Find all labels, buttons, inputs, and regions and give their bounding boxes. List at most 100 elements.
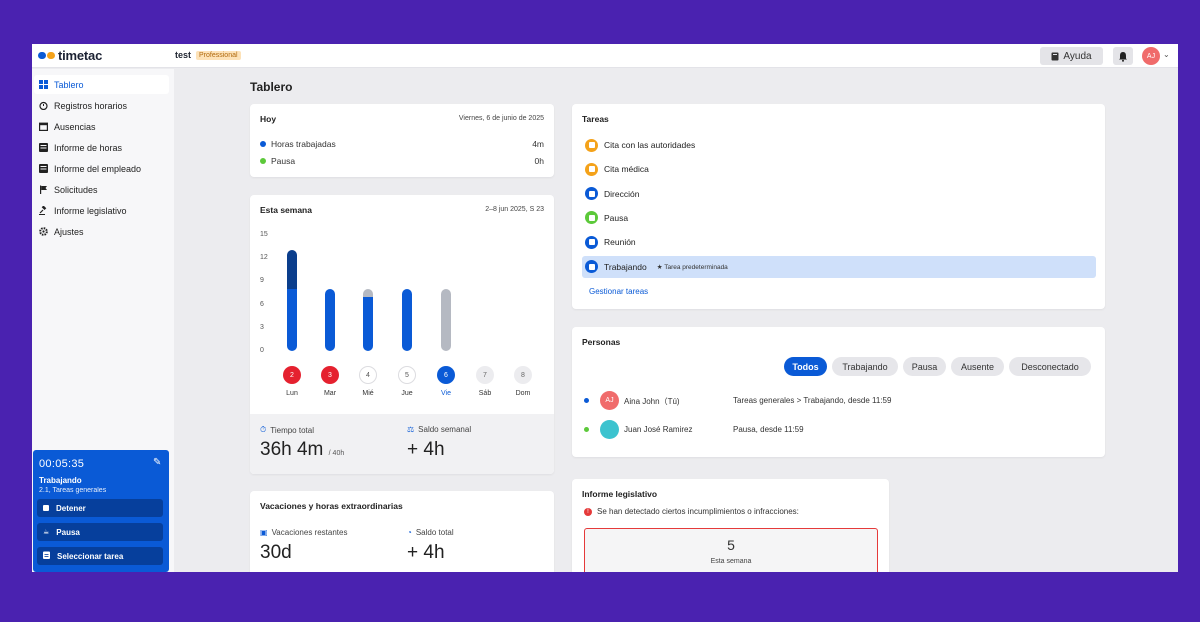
- hours-worked-value: 4m: [532, 139, 544, 149]
- vacations-remaining-label: Vacaciones restantes: [271, 528, 348, 537]
- sidebar-item-solicitudes[interactable]: Solicitudes: [34, 180, 169, 199]
- filter-todos[interactable]: Todos: [784, 357, 827, 376]
- person-name[interactable]: Aina John（Tú): [624, 397, 680, 406]
- persons-card: Personas Todos Trabajando Pausa Ausente …: [572, 327, 1105, 457]
- filter-pausa[interactable]: Pausa: [903, 357, 946, 376]
- help-button[interactable]: Ayuda: [1040, 47, 1103, 65]
- task-item[interactable]: Reunión: [582, 231, 1096, 253]
- sidebar-item-ausencias[interactable]: Ausencias: [34, 117, 169, 136]
- pause-value: 0h: [534, 156, 544, 166]
- person-status: Tareas generales > Trabajando, desde 11:…: [733, 396, 892, 405]
- day-number[interactable]: 6: [437, 366, 455, 384]
- flag-icon: [39, 185, 48, 194]
- status-dot: [584, 427, 589, 432]
- coffee-icon: ☕: [43, 529, 50, 536]
- org-switcher[interactable]: test Professional: [175, 50, 241, 60]
- day-number[interactable]: 7: [476, 366, 494, 384]
- vacations-title: Vacaciones y horas extraordinarias: [260, 501, 403, 511]
- chart-bar[interactable]: [363, 296, 373, 351]
- task-icon: [585, 162, 598, 176]
- infractions-count: 5: [727, 537, 735, 553]
- hours-worked-label: Horas trabajadas: [271, 139, 336, 149]
- week-card: Esta semana 2–8 jun 2025, S 23 15 12 9 6 3 0 …: [250, 195, 554, 474]
- avatar[interactable]: AJ: [600, 391, 619, 410]
- person-name[interactable]: Juan José Ramirez: [624, 425, 693, 434]
- hours-worked-row: Horas trabajadas: [260, 139, 336, 149]
- today-date: Viernes, 6 de junio de 2025: [458, 115, 544, 122]
- hours-worked-dot: [260, 141, 266, 147]
- logo-icon: [38, 52, 55, 59]
- chart-bar[interactable]: [287, 289, 297, 351]
- total-balance-value: + 4h: [407, 542, 445, 563]
- notifications-button[interactable]: [1113, 47, 1133, 65]
- vacations-remaining-row: ▣ Vacaciones restantes: [260, 528, 347, 537]
- infractions-box[interactable]: 5 Esta semana: [584, 528, 878, 572]
- stop-label: Detener: [56, 503, 86, 513]
- sidebar-item-ajustes[interactable]: Ajustes: [34, 222, 169, 241]
- pause-row: Pausa: [260, 156, 295, 166]
- day-number[interactable]: 4: [359, 366, 377, 384]
- week-title: Esta semana: [260, 205, 312, 215]
- calendar-icon: ▣: [260, 528, 268, 537]
- sidebar-item-registros-horarios[interactable]: Registros horarios: [34, 96, 169, 115]
- user-avatar[interactable]: AJ: [1142, 47, 1160, 65]
- pause-label: Pausa: [56, 527, 80, 537]
- sidebar-item-tablero[interactable]: Tablero: [34, 75, 169, 94]
- chart-bar[interactable]: [363, 289, 373, 297]
- manage-tasks-link[interactable]: Gestionar tareas: [589, 287, 649, 296]
- default-task-note: ★ Tarea predeterminada: [656, 263, 728, 271]
- select-task-button[interactable]: Seleccionar tarea: [37, 547, 163, 565]
- day-number[interactable]: 8: [514, 366, 532, 384]
- chart-bar[interactable]: [325, 289, 335, 351]
- task-item[interactable]: Pausa: [582, 207, 1096, 229]
- weekly-balance-label: Saldo semanal: [418, 425, 472, 434]
- alert-icon: !: [584, 507, 592, 516]
- avatar[interactable]: [600, 420, 619, 439]
- task-label: Pausa: [604, 212, 629, 223]
- sidebar-item-informe-de-horas[interactable]: Informe de horas: [34, 138, 169, 157]
- help-label: Ayuda: [1063, 50, 1092, 62]
- task-label: Cita médica: [604, 164, 649, 175]
- sidebar-item-label: Ajustes: [54, 226, 84, 237]
- day-label: Vie: [441, 390, 451, 397]
- task-label: Cita con las autoridades: [604, 140, 696, 150]
- y-tick-label: 12: [260, 254, 268, 262]
- chart-bar[interactable]: [441, 289, 451, 351]
- status-dot: [584, 398, 589, 403]
- timer-task: 2.1, Tareas generales: [39, 487, 107, 494]
- day-label: Mar: [323, 390, 337, 397]
- clock-plus-icon: ◔: [407, 528, 412, 537]
- sidebar-item-label: Informe de horas: [54, 142, 123, 153]
- filter-ausente[interactable]: Ausente: [951, 357, 1004, 376]
- pause-button[interactable]: ☕ Pausa: [37, 523, 163, 541]
- pencil-icon[interactable]: ✎: [153, 457, 162, 468]
- total-time-target: / 40h: [328, 450, 345, 457]
- task-icon: [585, 260, 598, 273]
- sidebar-item-label: Ausencias: [54, 121, 96, 132]
- y-tick-label: 6: [260, 300, 264, 308]
- sidebar-item-informe-del-empleado[interactable]: Informe del empleado: [34, 159, 169, 178]
- book-icon: [1051, 52, 1059, 60]
- legal-title: Informe legislativo: [582, 489, 658, 499]
- filter-desconectado[interactable]: Desconectado: [1009, 357, 1091, 376]
- chevron-down-icon[interactable]: ⌄: [1163, 50, 1170, 59]
- day-number[interactable]: 5: [398, 366, 416, 384]
- sidebar-item-informe-legislativo[interactable]: Informe legislativo: [34, 201, 169, 220]
- brand-name: timetac: [58, 48, 103, 63]
- logo[interactable]: timetac: [38, 48, 102, 63]
- chart-bar[interactable]: [287, 250, 297, 290]
- sidebar-item-label: Registros horarios: [54, 100, 128, 111]
- table-icon: [39, 143, 48, 152]
- chart-bar[interactable]: [402, 289, 412, 351]
- filter-trabajando[interactable]: Trabajando: [832, 357, 898, 376]
- pause-label: Pausa: [271, 156, 296, 166]
- task-item[interactable]: Cita médica: [582, 158, 1096, 180]
- day-number[interactable]: 2: [283, 366, 301, 384]
- task-item[interactable]: Trabajando ★ Tarea predeterminada: [582, 255, 1096, 278]
- task-item[interactable]: Cita con las autoridades: [582, 134, 1096, 156]
- stop-button[interactable]: Detener: [37, 499, 163, 517]
- today-card: Hoy Viernes, 6 de junio de 2025 Horas tr…: [250, 104, 554, 177]
- day-number[interactable]: 3: [321, 366, 339, 384]
- task-item[interactable]: Dirección: [582, 183, 1096, 205]
- sidebar-item-label: Tablero: [54, 79, 84, 90]
